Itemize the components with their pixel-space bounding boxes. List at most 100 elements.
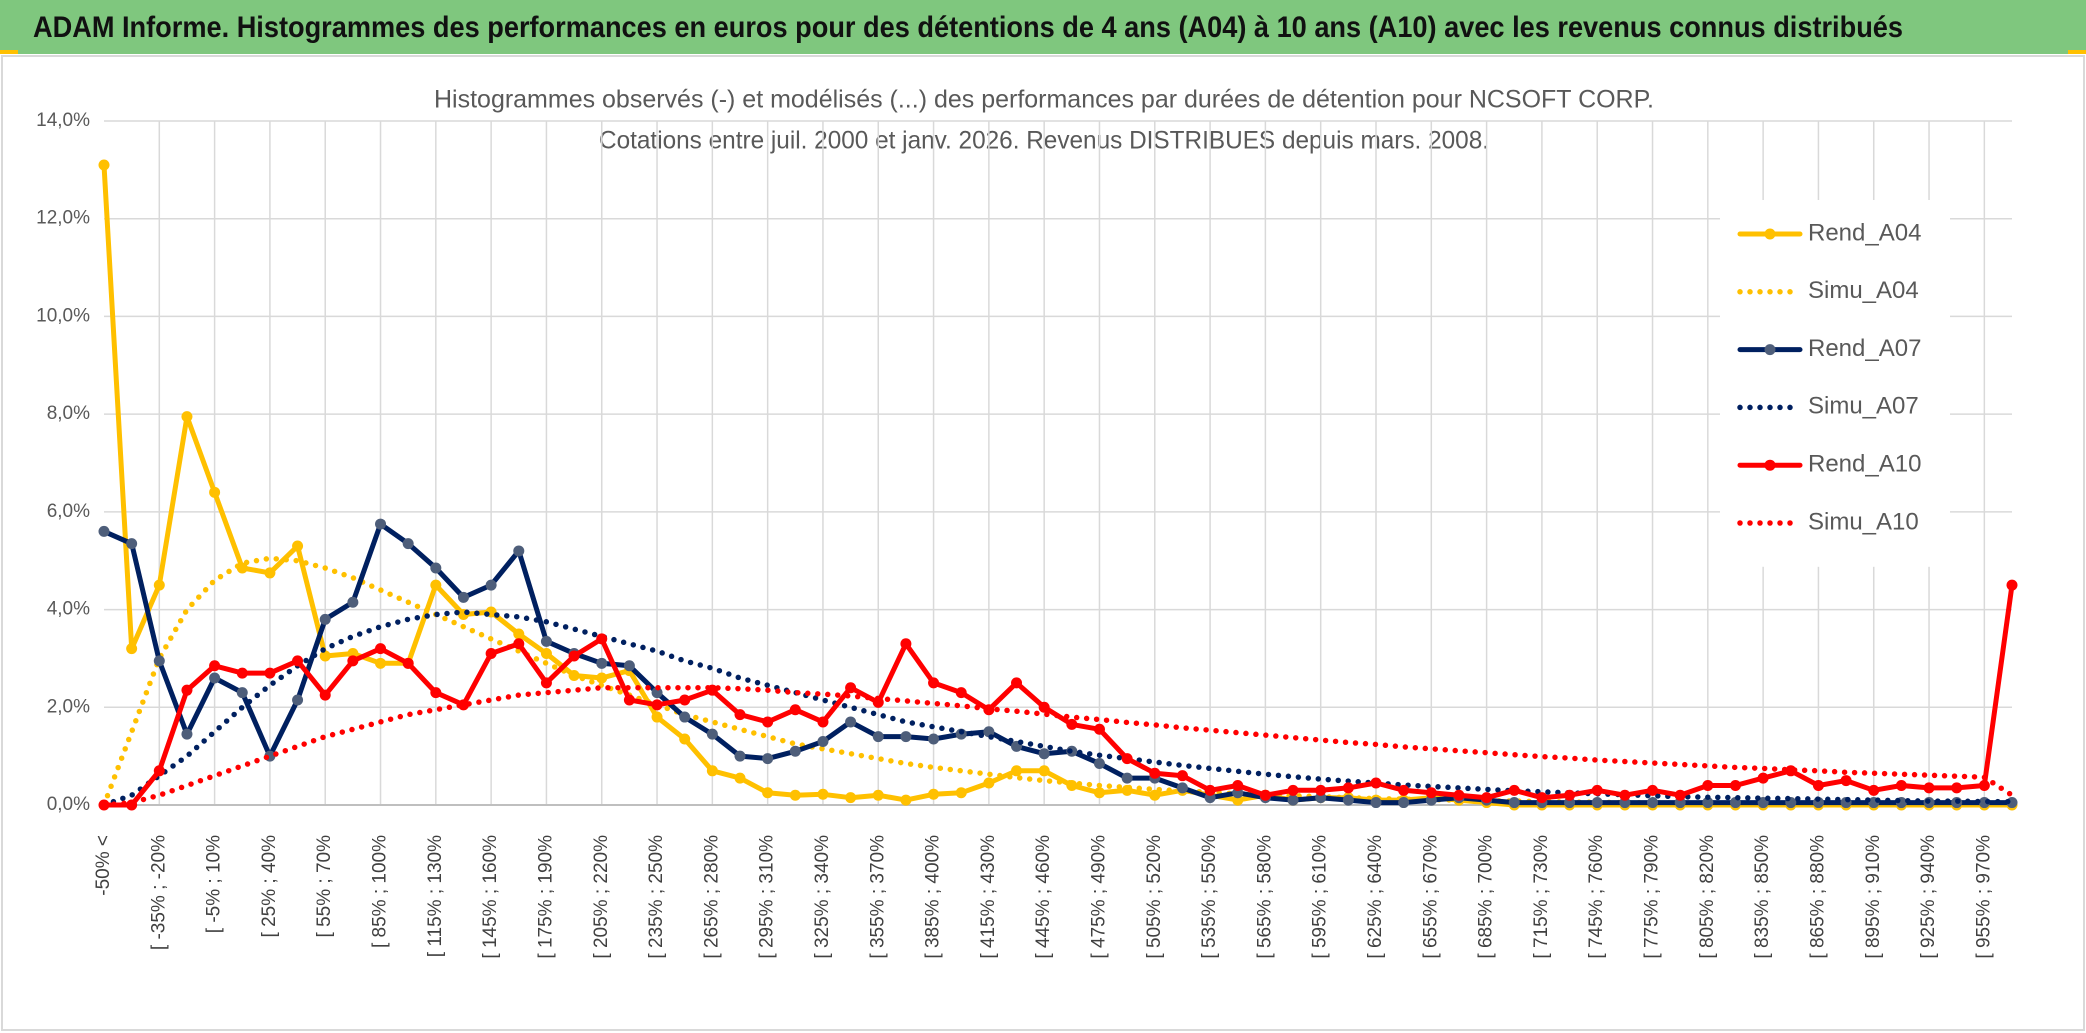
point xyxy=(1149,767,1161,779)
x-tick-label: [ 955% ; 970% xyxy=(1973,835,1994,959)
x-tick-label: [ 595% ; 610% xyxy=(1310,835,1331,959)
point xyxy=(319,650,331,662)
point xyxy=(817,716,829,728)
point xyxy=(1038,701,1050,713)
point xyxy=(264,567,276,579)
point xyxy=(1702,797,1714,809)
point xyxy=(1757,772,1769,784)
point xyxy=(292,655,304,667)
point xyxy=(1453,789,1465,801)
point xyxy=(1868,784,1880,796)
corner xyxy=(0,50,18,54)
point xyxy=(1812,779,1824,791)
point xyxy=(2006,579,2018,591)
x-tick-label: [ 445% ; 460% xyxy=(1033,835,1054,959)
point xyxy=(1619,789,1631,801)
point xyxy=(209,672,221,684)
point xyxy=(485,648,497,660)
point xyxy=(1093,757,1105,769)
point xyxy=(734,750,746,762)
legend-marker xyxy=(1764,228,1776,240)
point xyxy=(789,789,801,801)
point xyxy=(264,667,276,679)
x-tick-label: [ 775% ; 790% xyxy=(1642,835,1663,959)
x-tick-label: [ 925% ; 940% xyxy=(1918,835,1939,959)
x-tick-label: [ 685% ; 700% xyxy=(1476,835,1497,959)
header-title: ADAM Informe. Histogrammes des performan… xyxy=(33,11,1903,44)
point xyxy=(1674,789,1686,801)
point xyxy=(1232,779,1244,791)
point xyxy=(1176,770,1188,782)
legend-label: Simu_A07 xyxy=(1808,393,1919,420)
legend: Rend_A04 Simu_A04 Rend_A07 Simu_A07 Rend_A10… xyxy=(1720,200,1950,567)
x-tick-label: [ 355% ; 370% xyxy=(867,835,888,959)
point xyxy=(1508,797,1520,809)
point xyxy=(845,682,857,694)
point xyxy=(762,716,774,728)
y-tick-label: 4,0% xyxy=(47,599,90,620)
point xyxy=(845,792,857,804)
series-line xyxy=(101,521,2015,806)
x-tick-label: [ 25% ; 40% xyxy=(259,835,280,938)
plot xyxy=(98,159,2018,811)
chart-title: Histogrammes observés (-) et modélisés (… xyxy=(434,86,1654,114)
point xyxy=(1011,677,1023,689)
x-tick-label: [ 325% ; 340% xyxy=(812,835,833,959)
x-tick-label: [ 625% ; 640% xyxy=(1365,835,1386,959)
point xyxy=(1536,792,1548,804)
point xyxy=(153,765,165,777)
point xyxy=(1647,797,1659,809)
point xyxy=(900,731,912,743)
point xyxy=(1121,772,1133,784)
point xyxy=(651,711,663,723)
point xyxy=(734,772,746,784)
x-tick-label: [ 715% ; 730% xyxy=(1531,835,1552,959)
y-tick-label: 2,0% xyxy=(47,696,90,717)
x-tick-label: [ 385% ; 400% xyxy=(923,835,944,959)
point xyxy=(762,753,774,765)
point xyxy=(1038,765,1050,777)
point xyxy=(623,660,635,672)
legend-label: Rend_A10 xyxy=(1808,451,1921,478)
point xyxy=(706,765,718,777)
legend-label: Rend_A04 xyxy=(1808,219,1921,246)
point xyxy=(181,411,193,423)
point xyxy=(1591,784,1603,796)
series-line xyxy=(101,555,2015,808)
series-line xyxy=(101,684,2015,808)
point xyxy=(1315,784,1327,796)
point xyxy=(1729,779,1741,791)
point xyxy=(375,643,387,655)
point xyxy=(983,777,995,789)
point xyxy=(928,788,940,800)
point xyxy=(1176,782,1188,794)
point xyxy=(402,538,414,550)
point xyxy=(1093,723,1105,735)
legend-label: Rend_A07 xyxy=(1808,335,1921,362)
x-tick-label: [ 415% ; 430% xyxy=(978,835,999,959)
x-tick-label: [ 565% ; 580% xyxy=(1254,835,1275,959)
point xyxy=(1591,797,1603,809)
point xyxy=(1149,789,1161,801)
point xyxy=(1121,753,1133,765)
y-tick-label: 12,0% xyxy=(36,208,90,229)
point xyxy=(181,684,193,696)
point xyxy=(679,733,691,745)
point xyxy=(236,667,248,679)
chart-border xyxy=(1,55,2085,1031)
point xyxy=(845,716,857,728)
point xyxy=(540,677,552,689)
point xyxy=(540,635,552,647)
point xyxy=(596,672,608,684)
point xyxy=(347,596,359,608)
point xyxy=(1978,779,1990,791)
point xyxy=(817,788,829,800)
point xyxy=(679,711,691,723)
point xyxy=(153,579,165,591)
point xyxy=(513,638,525,650)
point xyxy=(1508,784,1520,796)
point xyxy=(955,687,967,699)
point xyxy=(430,579,442,591)
point xyxy=(1425,787,1437,799)
